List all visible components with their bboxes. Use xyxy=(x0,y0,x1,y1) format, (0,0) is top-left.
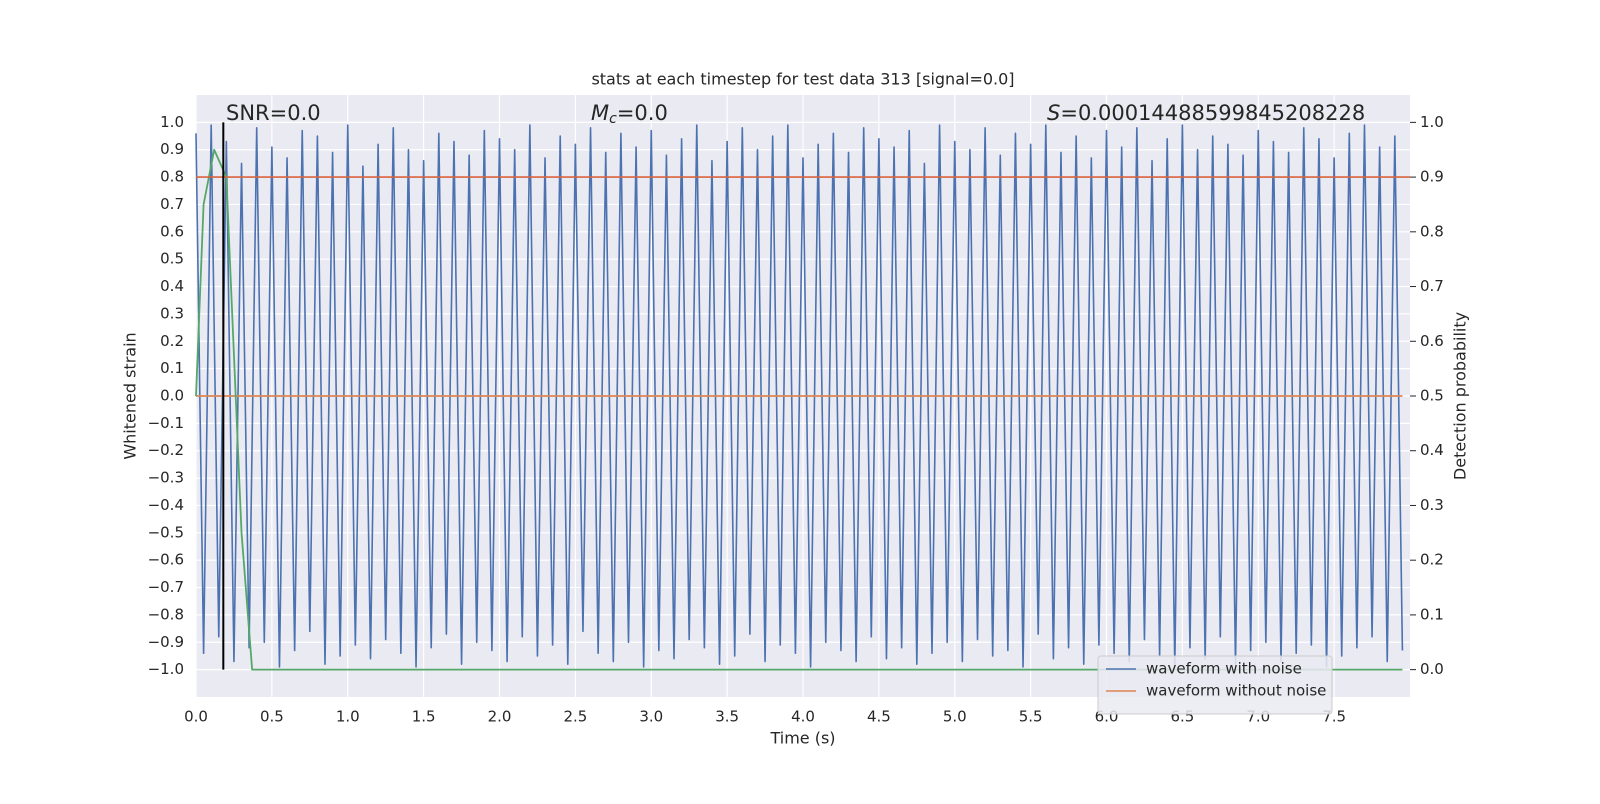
x-tick-label: 4.0 xyxy=(791,708,815,726)
legend-box xyxy=(1097,655,1333,715)
y-tick-label: 0.9 xyxy=(160,140,184,158)
y2-tick-label: 0.3 xyxy=(1420,496,1444,514)
y-tick-label: −0.1 xyxy=(148,414,184,432)
x-tick-label: 0.0 xyxy=(184,708,208,726)
annotation-text: =0.00014488599845208228 xyxy=(1060,101,1365,125)
y-axis-label: Whitened strain xyxy=(121,332,140,459)
x-tick-label: 4.5 xyxy=(867,708,891,726)
x-tick-label: 2.5 xyxy=(563,708,587,726)
y-tick-label: −0.6 xyxy=(148,551,184,569)
legend: waveform with noise waveform without nois… xyxy=(1097,655,1333,715)
series-line xyxy=(195,124,1404,668)
y-tick-label: −0.3 xyxy=(148,469,184,487)
legend-label: waveform with noise xyxy=(1146,660,1302,678)
y2-tick-label: 0.0 xyxy=(1420,660,1444,678)
annotation: SNR=0.0 xyxy=(226,101,321,125)
x-tick-label: 1.0 xyxy=(336,708,360,726)
annotation-symbol: S xyxy=(1047,101,1060,125)
y2-tick-label: 0.8 xyxy=(1420,222,1444,240)
y-tick-label: 0.0 xyxy=(160,387,184,405)
annotation-subscript: c xyxy=(609,111,617,127)
y2-axis-label: Detection probability xyxy=(1451,312,1470,480)
y-tick-label: −0.8 xyxy=(148,605,184,623)
y-tick-label: −0.2 xyxy=(148,441,184,459)
y2-tick-label: 0.6 xyxy=(1420,332,1444,350)
x-tick-label: 3.5 xyxy=(715,708,739,726)
y2-tick-label: 0.7 xyxy=(1420,277,1444,295)
annotation: S=0.00014488599845208228 xyxy=(1047,101,1365,125)
y-tick-label: −1.0 xyxy=(148,660,184,678)
y-tick-label: −0.7 xyxy=(148,578,184,596)
y2-tick-label: 0.4 xyxy=(1420,441,1444,459)
y-tick-label: −0.9 xyxy=(148,633,184,651)
annotation: Mc=0.0 xyxy=(591,101,668,127)
y-tick-label: 0.6 xyxy=(160,222,184,240)
y-tick-label: 0.3 xyxy=(160,304,184,322)
y-tick-label: 0.5 xyxy=(160,250,184,268)
annotation-symbol: M xyxy=(591,101,609,125)
x-tick-label: 3.0 xyxy=(639,708,663,726)
y2-tick-label: 0.1 xyxy=(1420,605,1444,623)
x-tick-label: 1.5 xyxy=(412,708,436,726)
annotation-text: =0.0 xyxy=(617,101,668,125)
x-tick-label: 5.5 xyxy=(1019,708,1043,726)
y-tick-label: −0.4 xyxy=(148,496,184,514)
legend-label: waveform without noise xyxy=(1146,682,1326,700)
y-tick-label: 1.0 xyxy=(160,113,184,131)
x-axis-label: Time (s) xyxy=(769,729,835,748)
y-tick-label: 0.7 xyxy=(160,195,184,213)
annotation-text: SNR=0.0 xyxy=(226,101,321,125)
y2-tick-label: 1.0 xyxy=(1420,113,1444,131)
y2-tick-label: 0.9 xyxy=(1420,168,1444,186)
x-tick-label: 0.5 xyxy=(260,708,284,726)
x-tick-label: 2.0 xyxy=(488,708,512,726)
chart-title: stats at each timestep for test data 313… xyxy=(591,70,1014,89)
y-tick-label: −0.5 xyxy=(148,523,184,541)
x-tick-label: 5.0 xyxy=(943,708,967,726)
y-tick-label: 0.8 xyxy=(160,168,184,186)
y-tick-label: 0.2 xyxy=(160,332,184,350)
y2-tick-label: 0.2 xyxy=(1420,551,1444,569)
y2-tick-label: 0.5 xyxy=(1420,387,1444,405)
y-tick-label: 0.1 xyxy=(160,359,184,377)
y-tick-label: 0.4 xyxy=(160,277,184,295)
